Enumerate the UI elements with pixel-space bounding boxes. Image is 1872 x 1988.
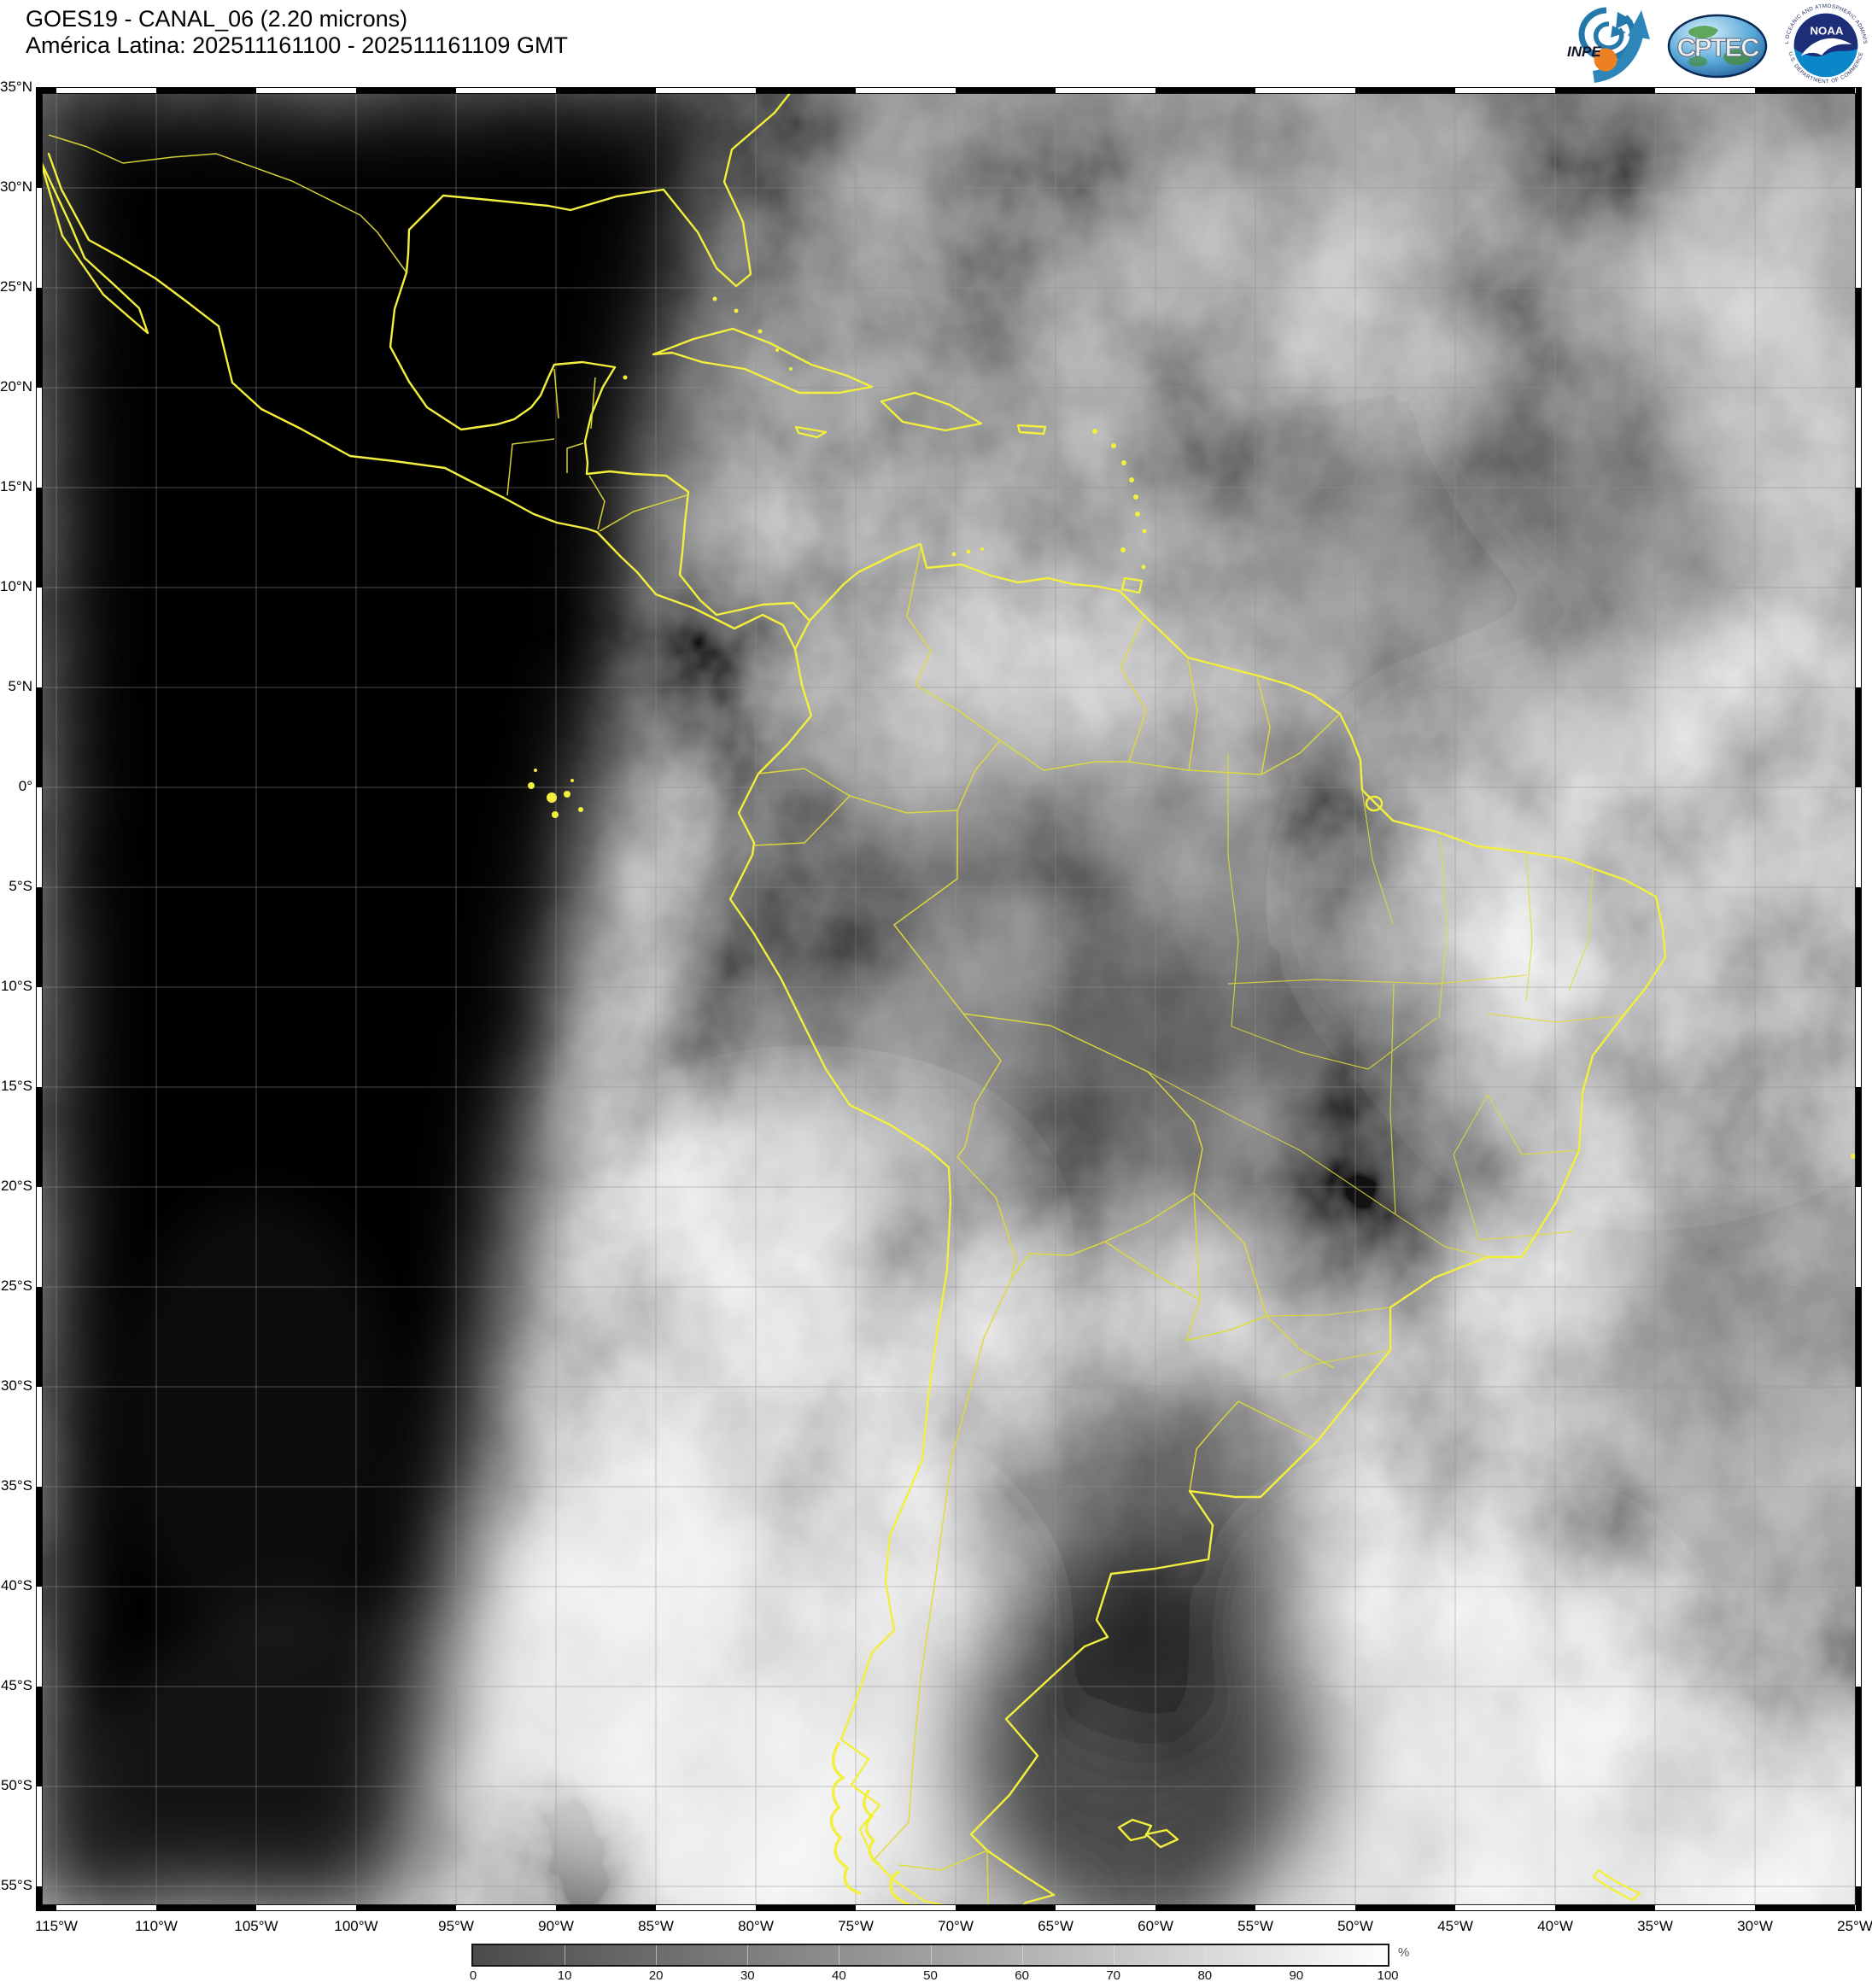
lat-label: 55°S <box>0 1877 32 1893</box>
colorbar-tick-label: 80 <box>1197 1968 1213 1983</box>
cptec-globe-icon <box>1667 14 1768 79</box>
coastline-overlay <box>38 87 1667 1911</box>
lat-label: 0° <box>18 778 32 794</box>
lon-label: 115°W <box>35 1918 78 1934</box>
lat-label: 10°S <box>0 978 32 994</box>
lon-label: 35°W <box>1637 1918 1673 1934</box>
lat-label: 35°N <box>0 79 32 95</box>
lon-label: 30°W <box>1737 1918 1773 1934</box>
colorbar-tick-label: 20 <box>648 1968 664 1983</box>
noaa-logo-text: NOAA <box>1810 24 1843 37</box>
country-borders <box>48 134 1341 1911</box>
lat-label: 30°N <box>0 178 32 195</box>
lat-label: 20°S <box>0 1178 32 1194</box>
lat-label: 25°S <box>0 1278 32 1294</box>
lon-label: 110°W <box>135 1918 178 1934</box>
marajo-island <box>1365 795 1384 812</box>
lon-label: 80°W <box>738 1918 774 1934</box>
cuba <box>652 327 874 395</box>
colorbar-tick-label: 60 <box>1015 1968 1029 1983</box>
lat-label: 10°N <box>0 578 32 594</box>
falkland-islands <box>1117 1818 1179 1849</box>
lat-label: 45°S <box>0 1677 32 1693</box>
lat-label: 20°N <box>0 378 32 395</box>
colorbar-tick-label: 30 <box>740 1968 755 1983</box>
us-mexico-border <box>48 134 407 273</box>
lat-label: 25°N <box>0 278 32 295</box>
colorbar <box>471 1944 1389 1967</box>
colorbar-gridline <box>930 1945 932 1965</box>
state-borders <box>1147 753 1624 1377</box>
hispaniola <box>880 391 983 432</box>
product-subtitle: América Latina: 202511161100 - 202511161… <box>26 32 568 58</box>
gulf-caribbean-coast <box>389 271 811 623</box>
jamaica <box>794 425 828 439</box>
lon-label: 45°W <box>1437 1918 1473 1934</box>
inpe-logo-text: INPE <box>1567 44 1601 60</box>
cptec-logo: CPTEC <box>1667 14 1768 79</box>
lon-label: 75°W <box>838 1918 874 1934</box>
colorbar-gridline <box>1296 1945 1297 1965</box>
lat-label: 30°S <box>0 1377 32 1394</box>
lat-label: 40°S <box>0 1577 32 1593</box>
lat-label: 50°S <box>0 1777 32 1793</box>
faint-night-clouds <box>79 1197 642 1911</box>
satellite-map <box>36 87 1862 1911</box>
inpe-logo: INPE <box>1567 7 1650 83</box>
colorbar-gridline <box>1021 1945 1023 1965</box>
trinidad <box>1120 576 1144 594</box>
baja-california <box>38 158 149 335</box>
puerto-rico <box>1016 424 1047 436</box>
graticule <box>38 87 1860 1909</box>
lat-label: 15°S <box>0 1078 32 1094</box>
lon-label: 65°W <box>1038 1918 1073 1934</box>
lat-label: 5°N <box>8 678 32 694</box>
map-frame <box>36 87 1862 1911</box>
south-america-coast <box>728 542 1667 1911</box>
colorbar-gridline <box>656 1945 658 1965</box>
noaa-emblem-icon <box>1793 13 1858 78</box>
product-title: GOES19 - CANAL_06 (2.20 microns) <box>26 6 408 32</box>
colorbar-tick-label: 0 <box>469 1968 477 1983</box>
noaa-logo: NATIONAL OCEANIC AND ATMOSPHERIC ADMINIS… <box>1781 1 1870 90</box>
lon-label: 105°W <box>234 1918 278 1934</box>
colorbar-tick-label: 40 <box>832 1968 846 1983</box>
lat-label: 35°S <box>0 1477 32 1494</box>
colorbar-tick-label: 70 <box>1106 1968 1121 1983</box>
seagull-icon <box>1800 38 1852 56</box>
colorbar-tick-label: 10 <box>557 1968 572 1983</box>
lon-label: 50°W <box>1337 1918 1373 1934</box>
lon-label: 90°W <box>538 1918 574 1934</box>
lon-label: 100°W <box>334 1918 378 1934</box>
lon-label: 60°W <box>1138 1918 1173 1934</box>
satellite-image <box>36 87 1862 1911</box>
lon-label: 25°W <box>1837 1918 1872 1934</box>
lon-label: 40°W <box>1537 1918 1573 1934</box>
pacific-coast-mexico <box>47 152 797 651</box>
colorbar-gridline <box>1204 1945 1206 1965</box>
colorbar-tick-label: 100 <box>1377 1968 1399 1983</box>
inpe-swoosh-icon <box>1578 7 1650 83</box>
colorbar-gridline <box>747 1945 749 1965</box>
cptec-logo-text: CPTEC <box>1676 32 1759 62</box>
colorbar-tick-label: 90 <box>1289 1968 1304 1983</box>
south-georgia <box>1592 1868 1641 1902</box>
lon-label: 55°W <box>1237 1918 1273 1934</box>
us-gulf-atlantic-coast <box>405 87 795 288</box>
lon-label: 95°W <box>438 1918 474 1934</box>
lat-label: 15°N <box>0 478 32 494</box>
lon-label: 85°W <box>638 1918 674 1934</box>
colorbar-tick-label: 50 <box>923 1968 938 1983</box>
colorbar-unit: % <box>1398 1945 1410 1960</box>
lon-label: 70°W <box>938 1918 974 1934</box>
lat-label: 5°S <box>9 878 32 894</box>
